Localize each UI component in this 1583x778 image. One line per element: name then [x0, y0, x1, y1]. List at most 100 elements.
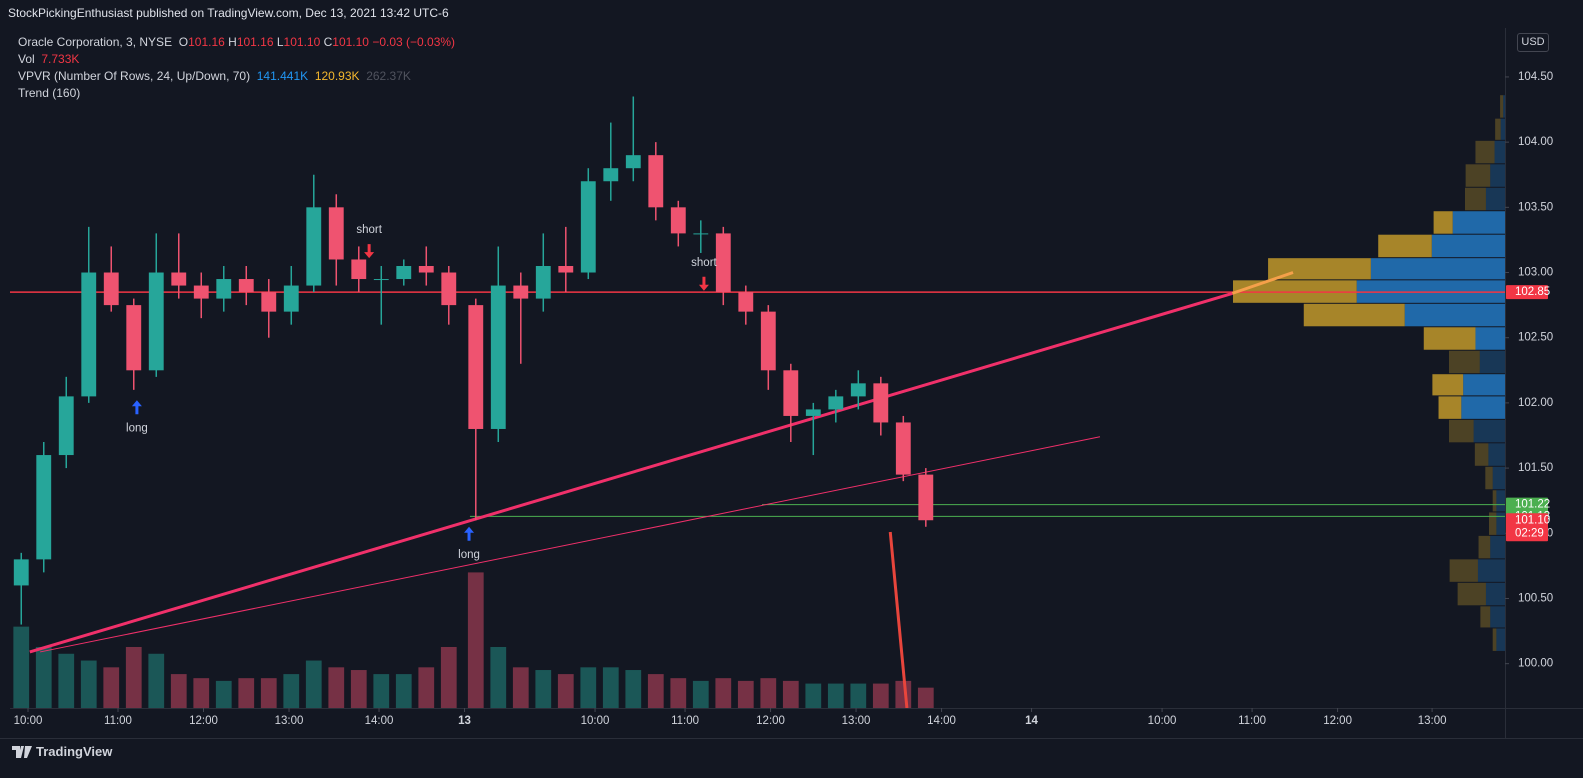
l-key: L — [276, 35, 284, 49]
profile-up — [1500, 118, 1505, 140]
volume-bar — [440, 646, 457, 708]
vpvr-total: 262.37K — [366, 69, 411, 83]
candle-body — [648, 155, 664, 208]
profile-up — [1370, 258, 1505, 280]
price-tag — [1506, 497, 1548, 512]
last-price-label: 101.10 — [1515, 514, 1550, 526]
candle-body — [760, 311, 776, 371]
vol-name: Vol — [18, 52, 35, 66]
countdown: 02:29 — [1515, 527, 1544, 539]
candle-body — [283, 285, 299, 312]
vpvr-legend: VPVR (Number Of Rows, 24, Up/Down, 70) 1… — [18, 69, 411, 83]
plot-area: long long short short — [10, 95, 1505, 708]
volume-bar — [328, 667, 345, 708]
volume-bar — [58, 653, 75, 708]
o-key: O — [178, 35, 189, 49]
volume-bar — [215, 680, 232, 708]
profile-down — [1438, 396, 1462, 419]
candle-body — [670, 207, 686, 234]
trendline — [29, 291, 1233, 654]
profile-up — [1490, 535, 1505, 559]
vpvr-name: VPVR (Number Of Rows, 24, Up/Down, 70) — [18, 69, 251, 83]
volume-bar — [490, 646, 507, 708]
profile-down — [1457, 582, 1486, 606]
y-tick-label: 103.50 — [1518, 201, 1553, 213]
volume-bar — [737, 680, 754, 708]
profile-up — [1463, 374, 1505, 396]
profile-down — [1449, 350, 1480, 374]
candle-body — [36, 455, 52, 560]
annotation-label: short — [356, 224, 382, 236]
volume-bar — [35, 646, 52, 708]
profile-down — [1432, 374, 1464, 396]
volume-bar — [148, 653, 165, 708]
volume-bar — [260, 678, 277, 708]
profile-down — [1495, 118, 1501, 140]
arrow — [464, 526, 475, 541]
x-tick-label: 12:00 — [756, 715, 785, 727]
candle-body — [306, 207, 322, 286]
h-value: 101.16 — [236, 35, 274, 49]
profile-down — [1492, 490, 1497, 512]
vol-value: 7.733K — [41, 52, 80, 66]
y-tick-label: 100.50 — [1518, 593, 1553, 605]
y-tick-label: 101.50 — [1518, 462, 1553, 474]
profile-up — [1485, 582, 1505, 606]
profile-up — [1404, 303, 1505, 327]
x-tick-label: 14:00 — [365, 715, 394, 727]
y-tick-label: 102.50 — [1518, 332, 1553, 344]
trendline — [888, 531, 909, 708]
candle-body — [148, 272, 164, 371]
profile-down — [1474, 443, 1489, 466]
logo — [12, 745, 32, 758]
volume-bar — [917, 687, 934, 708]
l-value: 101.10 — [283, 35, 321, 49]
volume-bar — [782, 680, 799, 708]
candle-body — [261, 292, 277, 312]
trendline — [1231, 271, 1294, 295]
volume-bar — [13, 626, 30, 708]
profile-up — [1492, 466, 1505, 490]
profile-up — [1452, 211, 1505, 234]
candle-body — [441, 272, 457, 306]
profile-up — [1503, 95, 1505, 118]
x-tick-label: 13:00 — [275, 715, 304, 727]
vpvr-down: 120.93K — [314, 69, 360, 83]
profile-up — [1461, 396, 1505, 419]
candle-body — [625, 155, 641, 169]
profile-up — [1496, 490, 1505, 512]
change: −0.03 (−0.03%) — [372, 35, 456, 49]
candle-body — [783, 370, 799, 416]
volume-bar — [647, 674, 664, 708]
annotation-label: long — [126, 422, 148, 434]
candle-body — [126, 305, 142, 371]
candle-body — [603, 168, 619, 182]
volume-bar — [760, 678, 777, 708]
x-tick-label: 11:00 — [1238, 715, 1266, 727]
currency-button[interactable]: USD — [1517, 33, 1549, 52]
profile-up — [1485, 187, 1505, 211]
y-tick-label: 100.00 — [1518, 658, 1553, 670]
price-tag — [1506, 285, 1548, 300]
profile-up — [1431, 234, 1505, 258]
candle-body — [850, 383, 866, 397]
candle-body — [396, 265, 412, 280]
volume-legend: Vol 7.733K — [18, 52, 79, 66]
candle-body — [558, 265, 574, 273]
candle-body — [103, 272, 119, 306]
candle-body — [828, 396, 844, 410]
volume-bar — [283, 674, 300, 708]
volume-bar — [535, 670, 552, 708]
annotation-label: short — [691, 257, 717, 269]
candle-body — [895, 422, 911, 475]
arrow — [698, 276, 709, 291]
x-tick-label: 10:00 — [581, 715, 610, 727]
annotation-label: long — [458, 549, 480, 561]
footer-brand: TradingView — [36, 744, 113, 759]
trendline — [40, 436, 1101, 653]
volume-bar — [395, 674, 412, 708]
publisher-header: StockPickingEnthusiast published on Trad… — [8, 6, 449, 20]
profile-up — [1479, 350, 1505, 374]
candle-body — [918, 474, 934, 521]
